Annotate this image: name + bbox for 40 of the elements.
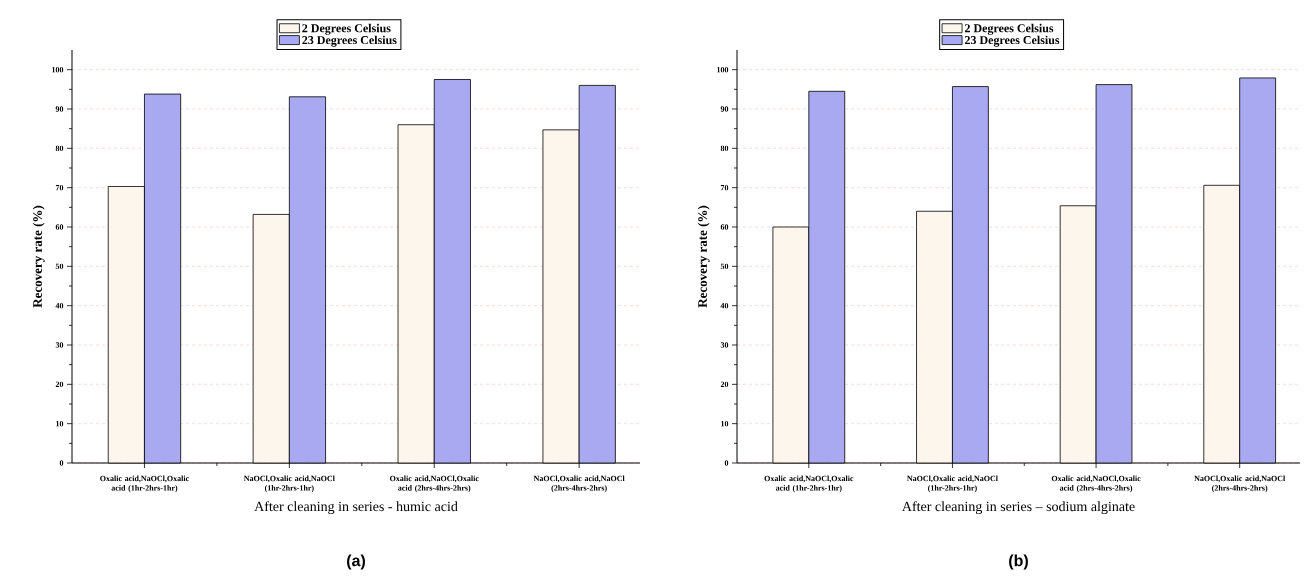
x-axis-title: After cleaning in series – sodium alginate [902,501,1135,515]
y-axis-title: Recovery rate (%) [697,205,710,308]
y-tick-label: 100 [52,66,64,73]
y-tick-label: 0 [724,460,729,466]
x-tick-label: NaOCl,Oxalic acid,NaOCl (2hrs-4hrs-2hrs) [533,475,625,493]
legend-label: 2 Degrees Celsius [302,23,391,35]
y-tick-label: 60 [720,224,729,230]
x-tick-label: NaOCl,Oxalic acid,NaOCl (1hr-2hrs-1hr) [243,475,335,493]
y-tick-label: 10 [721,420,729,427]
y-tick-label: 40 [55,302,64,309]
y-tick-label: 90 [55,106,64,112]
y-tick-label: 90 [720,106,729,112]
legend-label: 23 Degrees Celsius [964,35,1060,47]
x-tick-label: NaOCl,Oxalic acid,NaOCl (2hrs-4hrs-2hrs) [1194,475,1286,493]
y-tick-label: 70 [720,184,729,191]
y-tick-label: 10 [56,420,64,427]
y-tick-label: 50 [55,263,64,270]
y-tick-label: 30 [720,342,729,348]
legend-label: 2 Degrees Celsius [964,23,1054,35]
y-tick-label: 50 [720,263,729,270]
y-tick-label: 40 [720,302,729,309]
x-tick-label: Oxalic acid,NaOCl,Oxalic acid (2hrs-4hrs-2hrs) [1051,475,1141,493]
text: (b) [1009,554,1028,570]
legend-label: 23 Degrees Celsius [302,35,397,47]
x-tick-label: Oxalic acid,NaOCl,Oxalic acid (2hrs-4hrs-2hrs) [389,475,479,493]
y-tick-label: 70 [55,184,64,191]
y-tick-label: 30 [55,342,64,348]
y-tick-label: 20 [720,381,729,388]
y-tick-label: 60 [55,224,64,230]
y-tick-label: 80 [55,145,64,152]
y-tick-label: 0 [59,460,64,466]
x-tick-label: Oxalic acid,NaOCl,Oxalic acid (1hr-2hrs-1hr) [100,475,189,493]
x-tick-label: NaOCl,Oxalic acid,NaOCl (1hr-2hrs-1hr) [907,475,998,493]
x-axis-title: After cleaning in series - humic acid [254,501,458,515]
x-tick-label: Oxalic acid,NaOCl,Oxalic acid (1hr-2hrs-1hr) [764,475,854,493]
y-tick-label: 20 [55,381,64,388]
y-tick-label: 100 [717,66,729,73]
text: (a) [347,554,365,570]
y-tick-label: 80 [720,145,729,152]
y-axis-title: Recovery rate (%) [32,205,45,308]
